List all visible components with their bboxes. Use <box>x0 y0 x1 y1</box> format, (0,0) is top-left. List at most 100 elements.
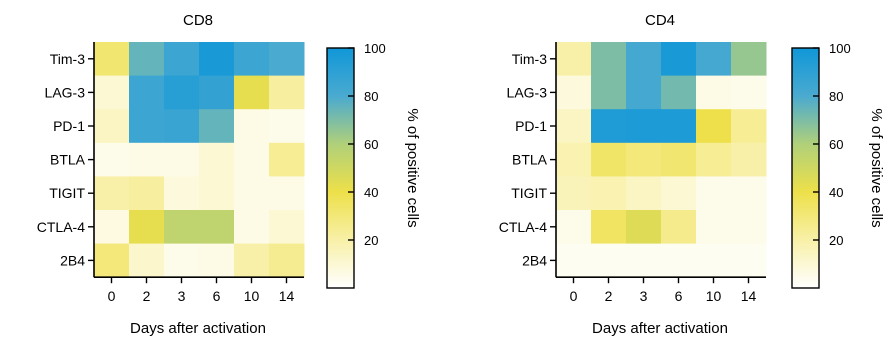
panel1-cell-tim-3-day-0 <box>556 42 592 77</box>
panel0-colorbar-tick-label: 20 <box>364 233 378 248</box>
panel1-cell-btla-day-10 <box>696 142 732 177</box>
panel0-cell-2b4-day-6 <box>199 243 235 278</box>
panel0-y-tick-label: PD-1 <box>53 118 85 134</box>
panel0-colorbar-tick-label: 100 <box>364 41 386 56</box>
panel1-cell-tigit-day-6 <box>661 176 697 211</box>
panel1-colorbar-tick-label: 80 <box>829 89 843 104</box>
panel0-cell-pd-1-day-2 <box>129 109 165 144</box>
panel0-cell-ctla-4-day-14 <box>269 210 305 245</box>
panel1-y-tick-label: CTLA-4 <box>499 219 547 235</box>
panel1-colorbar-tick-label: 100 <box>829 41 851 56</box>
panel1-cell-2b4-day-6 <box>661 243 697 278</box>
panel0-cell-lag-3-day-14 <box>269 75 305 110</box>
panel0-cell-btla-day-10 <box>234 142 270 177</box>
panel0-cell-tim-3-day-3 <box>164 42 200 77</box>
panel0-cell-2b4-day-2 <box>129 243 165 278</box>
panel1-x-tick-label: 6 <box>675 288 683 304</box>
panel1-cell-2b4-day-3 <box>626 243 662 278</box>
panel1-x-tick-label: 2 <box>605 288 613 304</box>
panel0-cell-lag-3-day-3 <box>164 75 200 110</box>
panel0-cell-ctla-4-day-3 <box>164 210 200 245</box>
panel0-y-tick-label: LAG-3 <box>45 84 86 100</box>
panel0-cell-pd-1-day-10 <box>234 109 270 144</box>
panel0-colorbar-tick-label: 40 <box>364 185 378 200</box>
panel1-colorbar-tick-label: 20 <box>829 233 843 248</box>
panel1-cell-btla-day-6 <box>661 142 697 177</box>
panel1-cell-lag-3-day-6 <box>661 75 697 110</box>
panel1-cell-pd-1-day-10 <box>696 109 732 144</box>
panel1-cell-2b4-day-10 <box>696 243 732 278</box>
panel1-title: CD4 <box>645 12 675 29</box>
panel0-cell-lag-3-day-2 <box>129 75 165 110</box>
panel1-cell-tim-3-day-6 <box>661 42 697 77</box>
panel1-cell-btla-day-3 <box>626 142 662 177</box>
panel0-x-axis-title: Days after activation <box>130 320 266 337</box>
panel1-cell-tigit-day-3 <box>626 176 662 211</box>
panel0-cell-tim-3-day-2 <box>129 42 165 77</box>
panel1-cell-2b4-day-2 <box>591 243 627 278</box>
panel0-cell-lag-3-day-0 <box>94 75 130 110</box>
panel1-cell-ctla-4-day-14 <box>731 210 767 245</box>
panel0-cell-tigit-day-0 <box>94 176 130 211</box>
panel0-cell-ctla-4-day-0 <box>94 210 130 245</box>
panel1-cell-pd-1-day-2 <box>591 109 627 144</box>
panel0-cell-pd-1-day-6 <box>199 109 235 144</box>
panel0-y-tick-label: TIGIT <box>49 185 85 201</box>
panel0-cell-lag-3-day-10 <box>234 75 270 110</box>
panel1-cell-ctla-4-day-3 <box>626 210 662 245</box>
panel0-cell-tim-3-day-0 <box>94 42 130 77</box>
panel1-cell-ctla-4-day-0 <box>556 210 592 245</box>
panel0-cell-pd-1-day-0 <box>94 109 130 144</box>
panel0-cell-tigit-day-2 <box>129 176 165 211</box>
panel1-cell-pd-1-day-3 <box>626 109 662 144</box>
panel1-y-tick-label: PD-1 <box>515 118 547 134</box>
panel1-cell-lag-3-day-2 <box>591 75 627 110</box>
panel0-colorbar-tick-label: 60 <box>364 137 378 152</box>
panel0-cell-tigit-day-3 <box>164 176 200 211</box>
panel1-x-tick-label: 0 <box>570 288 578 304</box>
panel0-cell-btla-day-14 <box>269 142 305 177</box>
panel0-colorbar-title: % of positive cells <box>404 108 421 227</box>
panel0-cell-2b4-day-0 <box>94 243 130 278</box>
panel1-colorbar <box>791 47 820 289</box>
panel0-cell-ctla-4-day-2 <box>129 210 165 245</box>
panel0-y-tick-label: BTLA <box>50 152 86 168</box>
panel0-cell-pd-1-day-3 <box>164 109 200 144</box>
panel1-cell-ctla-4-day-2 <box>591 210 627 245</box>
panel0-title: CD8 <box>183 12 213 29</box>
panel0-cell-btla-day-3 <box>164 142 200 177</box>
panel1-cell-btla-day-2 <box>591 142 627 177</box>
panel1-colorbar-title: % of positive cells <box>868 108 885 227</box>
panel0-cell-btla-day-2 <box>129 142 165 177</box>
panel0-cell-tigit-day-6 <box>199 176 235 211</box>
panel0-cell-btla-day-6 <box>199 142 235 177</box>
panel0-cell-2b4-day-14 <box>269 243 305 278</box>
panel0-x-tick-label: 2 <box>143 288 151 304</box>
panel0-y-tick-label: Tim-3 <box>50 51 85 67</box>
panel0-colorbar-tick-label: 80 <box>364 89 378 104</box>
panel0-cell-pd-1-day-14 <box>269 109 305 144</box>
panel0-cell-2b4-day-3 <box>164 243 200 278</box>
panel0-cell-lag-3-day-6 <box>199 75 235 110</box>
panel0-y-tick-label: 2B4 <box>60 252 85 268</box>
panel1-cell-btla-day-14 <box>731 142 767 177</box>
cd4-heatmap-panel: CD4 Tim-3 LAG-3 PD-1 BTLA TIGIT CTLA-4 2B4 0 2 3 6 1… <box>499 12 885 337</box>
panel1-cell-tigit-day-14 <box>731 176 767 211</box>
panel0-cell-ctla-4-day-6 <box>199 210 235 245</box>
panel1-y-tick-label: 2B4 <box>522 252 547 268</box>
panel1-cell-lag-3-day-10 <box>696 75 732 110</box>
panel0-cell-btla-day-0 <box>94 142 130 177</box>
panel0-x-tick-label: 10 <box>244 288 260 304</box>
panel0-x-tick-label: 3 <box>178 288 186 304</box>
panel1-y-tick-label: TIGIT <box>511 185 547 201</box>
panel0-colorbar <box>326 47 355 289</box>
panel1-cell-pd-1-day-0 <box>556 109 592 144</box>
panel1-cell-btla-day-0 <box>556 142 592 177</box>
panel1-cell-ctla-4-day-10 <box>696 210 732 245</box>
panel1-x-tick-label: 14 <box>741 288 757 304</box>
panel1-cell-ctla-4-day-6 <box>661 210 697 245</box>
cd8-heatmap-panel: CD8 Tim-3 LAG-3 PD-1 BTLA TIGIT CTLA-4 2B4 0 2 3 6 1… <box>37 12 421 337</box>
panel1-cell-lag-3-day-14 <box>731 75 767 110</box>
panel0-cell-tigit-day-14 <box>269 176 305 211</box>
